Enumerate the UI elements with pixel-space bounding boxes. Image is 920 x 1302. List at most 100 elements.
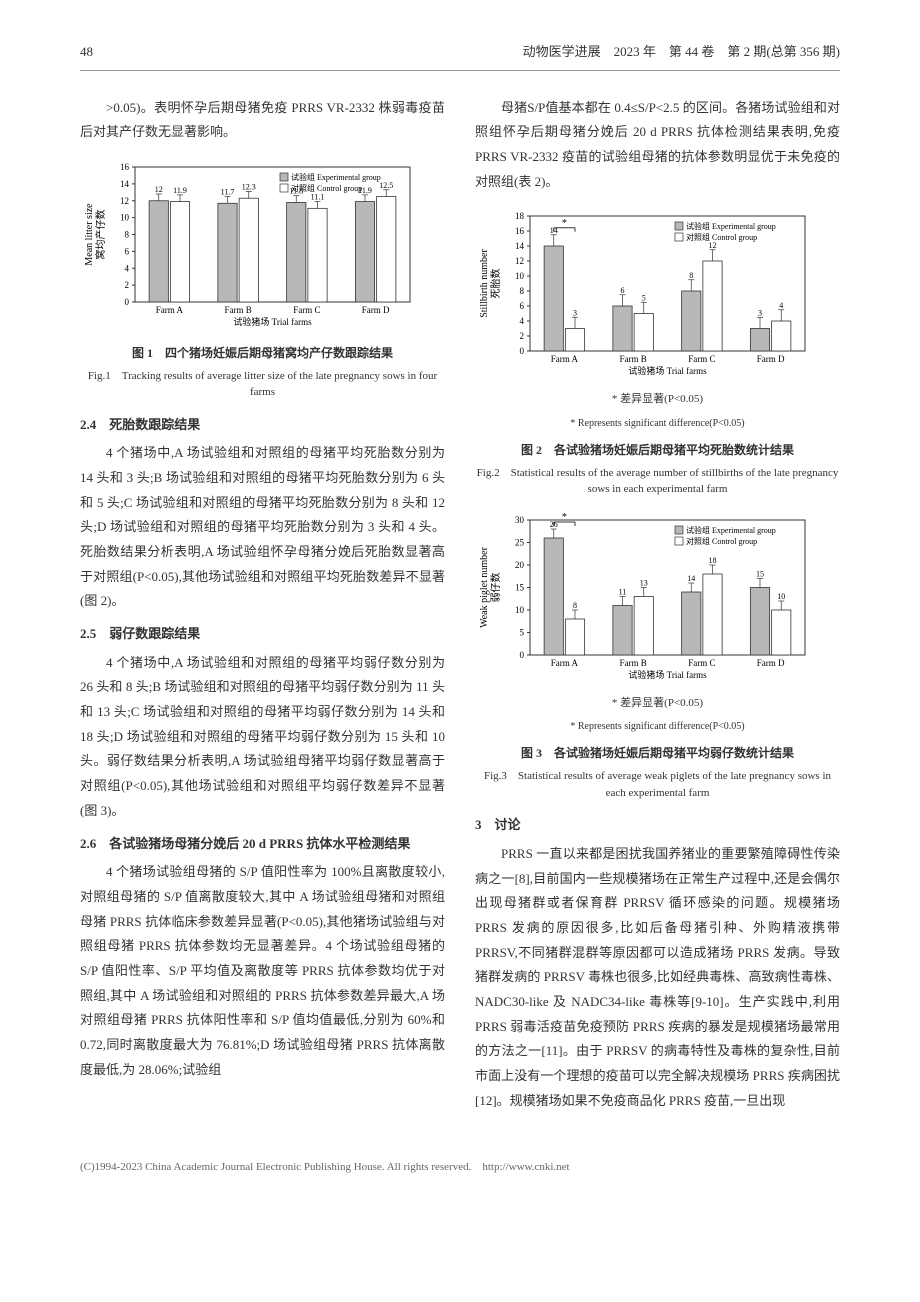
svg-text:3: 3 bbox=[758, 309, 762, 318]
section-2-4-title: 2.4 死胎数跟踪结果 bbox=[80, 413, 445, 438]
svg-text:4: 4 bbox=[520, 316, 525, 326]
svg-text:Farm D: Farm D bbox=[362, 305, 390, 315]
svg-text:*: * bbox=[562, 512, 567, 523]
svg-text:8: 8 bbox=[520, 286, 525, 296]
figure-3-note-en: * Represents significant difference(P<0.… bbox=[475, 717, 840, 736]
svg-text:Farm D: Farm D bbox=[757, 658, 785, 668]
svg-text:14: 14 bbox=[120, 179, 130, 189]
svg-text:*: * bbox=[562, 218, 567, 229]
svg-text:Farm C: Farm C bbox=[293, 305, 320, 315]
svg-text:11.9: 11.9 bbox=[173, 186, 187, 195]
svg-text:15: 15 bbox=[756, 569, 764, 578]
svg-text:弱仔数: 弱仔数 bbox=[489, 572, 502, 602]
svg-text:12: 12 bbox=[709, 241, 717, 250]
svg-text:对照组 Control group: 对照组 Control group bbox=[291, 183, 362, 193]
two-column-layout: >0.05)。表明怀孕后期母猪免疫 PRRS VR-2332 株弱毒疫苗后对其产… bbox=[80, 96, 840, 1118]
svg-text:试验猪场 Trial farms: 试验猪场 Trial farms bbox=[233, 316, 312, 327]
svg-text:11.7: 11.7 bbox=[221, 188, 235, 197]
page-header: 48 动物医学进展 2023 年 第 44 卷 第 2 期(总第 356 期) bbox=[80, 40, 840, 71]
figure-2-title-en: Fig.2 Statistical results of the average… bbox=[475, 465, 840, 498]
svg-text:25: 25 bbox=[515, 537, 525, 547]
left-para-1: >0.05)。表明怀孕后期母猪免疫 PRRS VR-2332 株弱毒疫苗后对其产… bbox=[80, 96, 445, 145]
svg-text:Stillbirth number: Stillbirth number bbox=[479, 249, 490, 318]
svg-text:8: 8 bbox=[573, 601, 577, 610]
svg-text:10: 10 bbox=[777, 592, 785, 601]
svg-text:试验组 Experimental group: 试验组 Experimental group bbox=[686, 525, 776, 535]
svg-text:10: 10 bbox=[515, 271, 525, 281]
figure-1-title-cn: 图 1 四个猪场妊娠后期母猪窝均产仔数跟踪结果 bbox=[80, 342, 445, 365]
figure-3: 051015202530Weak piglet number弱仔数268*Far… bbox=[475, 510, 840, 801]
section-3-title: 3 讨论 bbox=[475, 813, 840, 838]
svg-text:3: 3 bbox=[573, 309, 577, 318]
svg-text:Farm A: Farm A bbox=[156, 305, 184, 315]
svg-text:Mean litter size: Mean litter size bbox=[84, 203, 95, 266]
figure-3-title-cn: 图 3 各试验猪场妊娠后期母猪平均弱仔数统计结果 bbox=[475, 742, 840, 765]
svg-text:30: 30 bbox=[515, 515, 525, 525]
page-number: 48 bbox=[80, 40, 93, 65]
svg-text:14: 14 bbox=[687, 574, 695, 583]
svg-text:Farm C: Farm C bbox=[688, 658, 715, 668]
svg-text:11: 11 bbox=[619, 587, 627, 596]
figure-1: 0246810121416Mean litter size窝均产仔数1211.9… bbox=[80, 157, 445, 400]
svg-text:试验组 Experimental group: 试验组 Experimental group bbox=[686, 221, 776, 231]
figure-2-chart: 024681012141618Stillbirth number死胎数143*F… bbox=[475, 206, 815, 376]
svg-text:12: 12 bbox=[155, 185, 163, 194]
figure-1-title-en: Fig.1 Tracking results of average litter… bbox=[80, 368, 445, 401]
svg-text:13: 13 bbox=[640, 578, 648, 587]
svg-text:0: 0 bbox=[520, 650, 525, 660]
svg-text:5: 5 bbox=[520, 627, 525, 637]
svg-text:11.1: 11.1 bbox=[311, 193, 325, 202]
svg-text:12.5: 12.5 bbox=[379, 181, 393, 190]
svg-text:Farm D: Farm D bbox=[757, 354, 785, 364]
svg-text:Farm A: Farm A bbox=[551, 354, 579, 364]
svg-text:8: 8 bbox=[689, 271, 693, 280]
svg-text:对照组 Control group: 对照组 Control group bbox=[686, 536, 757, 546]
figure-2-title-cn: 图 2 各试验猪场妊娠后期母猪平均死胎数统计结果 bbox=[475, 439, 840, 462]
section-2-6-title: 2.6 各试验猪场母猪分娩后 20 d PRRS 抗体水平检测结果 bbox=[80, 832, 445, 857]
figure-3-note-cn: * 差异显著(P<0.05) bbox=[475, 693, 840, 714]
right-column: 母猪S/P值基本都在 0.4≤S/P<2.5 的区间。各猪场试验组和对照组怀孕后… bbox=[475, 96, 840, 1118]
svg-text:Farm A: Farm A bbox=[551, 658, 579, 668]
svg-text:16: 16 bbox=[120, 162, 130, 172]
svg-text:8: 8 bbox=[125, 230, 130, 240]
svg-text:Farm B: Farm B bbox=[224, 305, 251, 315]
svg-text:Weak piglet number: Weak piglet number bbox=[479, 546, 490, 628]
figure-2-note-en: * Represents significant difference(P<0.… bbox=[475, 414, 840, 433]
svg-text:12: 12 bbox=[120, 196, 129, 206]
figure-1-chart: 0246810121416Mean litter size窝均产仔数1211.9… bbox=[80, 157, 420, 327]
svg-text:试验组 Experimental group: 试验组 Experimental group bbox=[291, 172, 381, 182]
figure-2-note-cn: * 差异显著(P<0.05) bbox=[475, 389, 840, 410]
svg-text:18: 18 bbox=[515, 211, 525, 221]
svg-text:窝均产仔数: 窝均产仔数 bbox=[94, 210, 107, 260]
figure-2: 024681012141618Stillbirth number死胎数143*F… bbox=[475, 206, 840, 497]
svg-text:试验猪场 Trial farms: 试验猪场 Trial farms bbox=[628, 669, 707, 680]
svg-text:0: 0 bbox=[520, 346, 525, 356]
svg-text:6: 6 bbox=[520, 301, 525, 311]
section-2-5-body: 4 个猪场中,A 场试验组和对照组的母猪平均弱仔数分别为 26 头和 8 头;B… bbox=[80, 651, 445, 824]
right-para-1: 母猪S/P值基本都在 0.4≤S/P<2.5 的区间。各猪场试验组和对照组怀孕后… bbox=[475, 96, 840, 195]
svg-text:6: 6 bbox=[621, 286, 625, 295]
svg-text:4: 4 bbox=[125, 263, 130, 273]
svg-text:2: 2 bbox=[520, 331, 525, 341]
svg-text:死胎数: 死胎数 bbox=[489, 269, 502, 299]
svg-text:16: 16 bbox=[515, 226, 525, 236]
svg-text:12: 12 bbox=[515, 256, 524, 266]
svg-text:Farm B: Farm B bbox=[619, 354, 646, 364]
svg-text:20: 20 bbox=[515, 560, 525, 570]
svg-text:试验猪场 Trial farms: 试验猪场 Trial farms bbox=[628, 365, 707, 376]
svg-text:12.3: 12.3 bbox=[242, 183, 256, 192]
section-3-body: PRRS 一直以来都是困扰我国养猪业的重要繁殖障碍性传染病之一[8],目前国内一… bbox=[475, 842, 840, 1114]
svg-text:对照组 Control group: 对照组 Control group bbox=[686, 232, 757, 242]
svg-text:5: 5 bbox=[642, 294, 646, 303]
svg-text:14: 14 bbox=[515, 241, 525, 251]
journal-info: 动物医学进展 2023 年 第 44 卷 第 2 期(总第 356 期) bbox=[523, 40, 840, 65]
figure-3-chart: 051015202530Weak piglet number弱仔数268*Far… bbox=[475, 510, 815, 680]
svg-text:2: 2 bbox=[125, 280, 130, 290]
figure-3-title-en: Fig.3 Statistical results of average wea… bbox=[475, 768, 840, 801]
svg-text:Farm C: Farm C bbox=[688, 354, 715, 364]
svg-text:15: 15 bbox=[515, 582, 525, 592]
section-2-4-body: 4 个猪场中,A 场试验组和对照组的母猪平均死胎数分别为 14 头和 3 头;B… bbox=[80, 441, 445, 614]
section-2-5-title: 2.5 弱仔数跟踪结果 bbox=[80, 622, 445, 647]
section-2-6-body: 4 个猪场试验组母猪的 S/P 值阳性率为 100%且离散度较小,对照组母猪的 … bbox=[80, 860, 445, 1082]
svg-text:10: 10 bbox=[515, 605, 525, 615]
